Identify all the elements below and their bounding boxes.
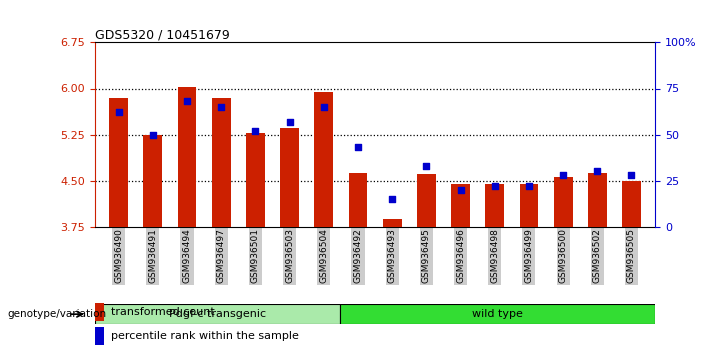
Bar bbox=[95, 303, 104, 321]
Point bbox=[318, 104, 329, 110]
Bar bbox=[417, 175, 436, 227]
Bar bbox=[95, 327, 104, 345]
Bar bbox=[95, 304, 340, 324]
Text: genotype/variation: genotype/variation bbox=[7, 309, 106, 319]
Bar bbox=[280, 129, 299, 227]
Bar bbox=[340, 304, 655, 324]
Point bbox=[147, 132, 158, 137]
Bar bbox=[177, 87, 196, 227]
Bar bbox=[314, 92, 333, 227]
Point bbox=[489, 183, 501, 189]
Bar bbox=[348, 173, 367, 227]
Bar bbox=[246, 133, 265, 227]
Bar bbox=[519, 184, 538, 227]
Bar bbox=[485, 184, 504, 227]
Point bbox=[353, 144, 364, 150]
Point bbox=[182, 98, 193, 104]
Bar bbox=[554, 177, 573, 227]
Point bbox=[215, 104, 226, 110]
Bar bbox=[144, 135, 162, 227]
Text: transformed count: transformed count bbox=[111, 307, 215, 317]
Point bbox=[557, 172, 569, 178]
Bar bbox=[109, 98, 128, 227]
Bar bbox=[212, 98, 231, 227]
Point bbox=[284, 119, 295, 125]
Text: GDS5320 / 10451679: GDS5320 / 10451679 bbox=[95, 28, 229, 41]
Point bbox=[592, 169, 603, 174]
Bar bbox=[622, 181, 641, 227]
Point bbox=[421, 163, 432, 169]
Point bbox=[386, 196, 397, 202]
Bar bbox=[383, 219, 402, 227]
Text: wild type: wild type bbox=[472, 309, 523, 319]
Point bbox=[524, 183, 535, 189]
Point bbox=[113, 110, 124, 115]
Point bbox=[250, 128, 261, 134]
Bar bbox=[451, 184, 470, 227]
Text: percentile rank within the sample: percentile rank within the sample bbox=[111, 331, 299, 341]
Point bbox=[626, 172, 637, 178]
Point bbox=[455, 187, 466, 193]
Bar bbox=[588, 173, 606, 227]
Text: Pdgf-c transgenic: Pdgf-c transgenic bbox=[169, 309, 266, 319]
